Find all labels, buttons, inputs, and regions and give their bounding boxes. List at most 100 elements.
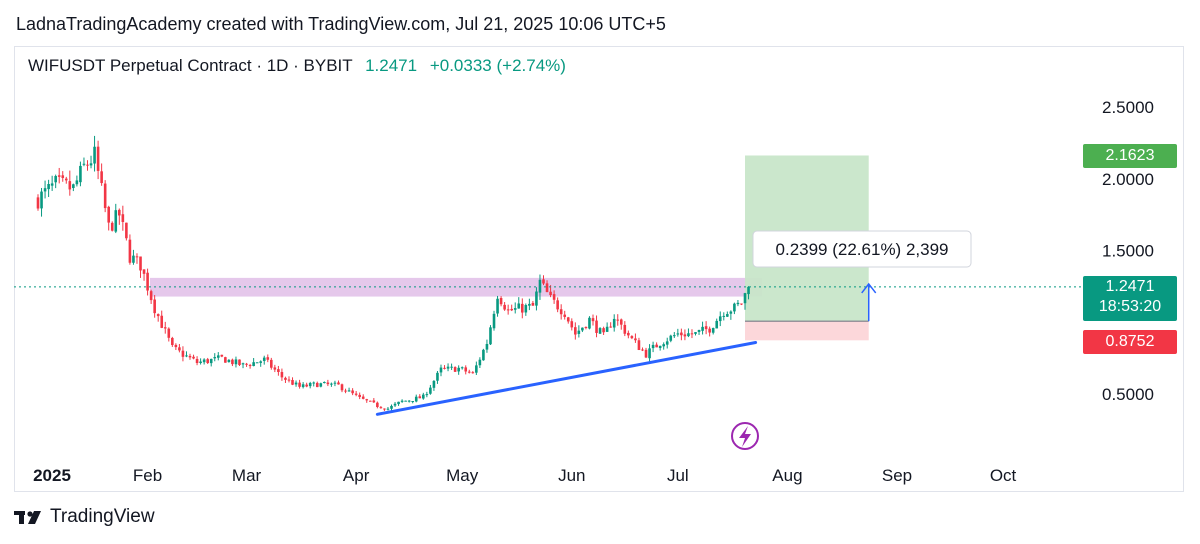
candle [446, 363, 450, 372]
candle-body [460, 367, 464, 369]
candle-body [528, 303, 531, 306]
candle-body [139, 256, 142, 271]
candle-body [110, 222, 114, 231]
candle-body [517, 303, 521, 309]
candle-body [609, 326, 612, 328]
candle-body [662, 344, 665, 347]
candle-body [181, 350, 185, 357]
candle-body [429, 387, 432, 394]
x-tick-label: Aug [772, 466, 802, 485]
candle [121, 205, 125, 231]
candle-body [294, 382, 298, 385]
candle-body [227, 359, 231, 363]
candle [496, 295, 499, 317]
candle [729, 310, 733, 320]
candle-body [72, 184, 75, 189]
candle [135, 253, 139, 264]
candle [612, 314, 616, 332]
candle-body [248, 365, 252, 367]
candle-body [404, 400, 407, 402]
candle [216, 352, 220, 361]
symbol-header[interactable]: WIFUSDT Perpetual Contract · 1D · BYBIT … [28, 56, 566, 76]
candle-body [499, 297, 503, 305]
candle [213, 353, 217, 362]
symbol-title[interactable]: WIFUSDT Perpetual Contract · 1D · BYBIT [28, 56, 353, 75]
candle-body [574, 327, 577, 335]
candle-body [687, 333, 690, 337]
measure-arrow-head[interactable] [861, 282, 877, 294]
candle-body [651, 344, 655, 349]
candle-body [683, 334, 687, 337]
candle-body [301, 384, 305, 388]
candle-body [379, 407, 383, 409]
candle-body [153, 299, 156, 314]
measure-label[interactable]: 0.2399 (22.61%) 2,399 [752, 230, 972, 268]
candle [199, 358, 202, 365]
candle-body [351, 390, 354, 394]
candle [301, 382, 305, 389]
candle-body [103, 183, 107, 209]
candle-body [673, 335, 676, 337]
candle [270, 357, 273, 370]
candle [475, 361, 478, 375]
x-tick-label: Oct [990, 466, 1017, 485]
candle-body [556, 300, 559, 310]
y-tick-label: 0.5000 [1102, 385, 1154, 404]
candle [379, 405, 383, 409]
candle-body [308, 382, 312, 387]
flash-icon[interactable] [731, 422, 759, 450]
candle [79, 161, 82, 187]
candle [174, 343, 178, 350]
candle-body [637, 340, 641, 350]
candle [630, 335, 634, 340]
x-tick-label: Feb [133, 466, 162, 485]
candle-body [503, 304, 506, 310]
candle [354, 390, 358, 397]
candle-body [577, 330, 581, 334]
candle-body [531, 302, 535, 306]
candle [365, 398, 369, 403]
candle-body [174, 344, 178, 348]
candle [128, 234, 132, 265]
candle-body [535, 291, 538, 306]
candle-body [100, 171, 103, 184]
candle [308, 381, 312, 389]
candles-layer [36, 135, 750, 412]
candle [436, 370, 439, 384]
candle [358, 392, 361, 400]
candle [425, 391, 429, 398]
candle-body [333, 382, 337, 384]
candle [648, 344, 651, 362]
candle [163, 321, 167, 334]
candle [535, 287, 538, 311]
stop-zone[interactable] [745, 321, 869, 341]
candle [623, 321, 627, 337]
candle [718, 311, 722, 327]
candle [107, 205, 110, 231]
candle [673, 332, 676, 338]
candle [616, 314, 620, 326]
candle [255, 362, 259, 364]
candle [506, 304, 510, 315]
candle-body [40, 191, 43, 209]
candle-body [93, 146, 96, 164]
candle-body [156, 314, 160, 317]
candle-body [171, 337, 174, 346]
candle [139, 256, 142, 278]
overlay-layer: 0.2399 (22.61%) 2,399 [14, 230, 1083, 450]
candle [637, 337, 641, 351]
candle-body [354, 393, 358, 395]
ascending-trendline[interactable] [375, 341, 758, 416]
candle-body [520, 303, 524, 313]
stop-price-tag: 0.8752 [1083, 330, 1177, 354]
y-tick-label: 1.5000 [1102, 242, 1154, 261]
candle-body [414, 396, 418, 402]
tradingview-brand[interactable]: TradingView [14, 506, 155, 528]
candle-body [340, 384, 344, 391]
candle [687, 328, 690, 338]
candle [280, 368, 284, 381]
candle [72, 183, 75, 192]
candle [368, 400, 372, 402]
candle-body [372, 400, 376, 403]
